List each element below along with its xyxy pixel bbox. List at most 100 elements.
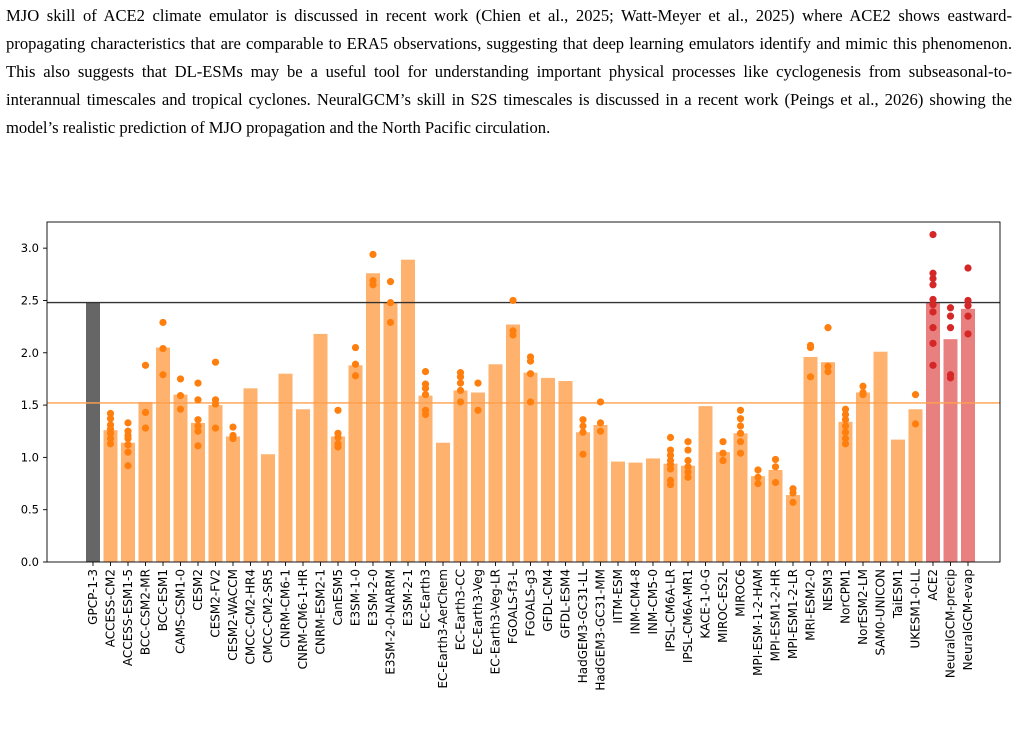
bar: [86, 302, 100, 562]
member-dot: [579, 450, 587, 458]
bar: [226, 436, 240, 562]
member-dot: [736, 415, 745, 423]
member-dot: [806, 343, 815, 352]
member-dot: [159, 318, 167, 327]
member-dot: [929, 295, 937, 304]
member-dot: [736, 429, 745, 437]
x-tick-label: BCC-ESM1: [156, 569, 170, 631]
member-dot: [579, 416, 587, 424]
bar: [698, 406, 713, 562]
member-dot: [159, 371, 167, 379]
member-dot: [824, 362, 832, 370]
bar: [576, 432, 590, 562]
member-dot: [596, 398, 605, 406]
member-dot: [929, 308, 937, 316]
member-dot: [369, 250, 377, 259]
member-dot: [666, 451, 675, 459]
member-dot: [929, 361, 937, 369]
member-dot: [421, 410, 430, 419]
member-dot: [526, 357, 535, 365]
member-dot: [789, 498, 797, 506]
bar: [453, 390, 468, 562]
bar: [751, 476, 765, 562]
y-tick-label: 0.0: [21, 555, 39, 569]
bar: [558, 381, 573, 562]
member-dot: [124, 448, 132, 456]
member-dot: [386, 278, 395, 286]
bar: [121, 442, 135, 562]
x-tick-label: KACE-1-0-G: [699, 569, 713, 639]
x-tick-label: CNRM-ESM2-1: [314, 569, 328, 655]
member-dot: [334, 406, 342, 414]
y-tick-label: 2.5: [21, 293, 39, 307]
x-tick-label: EC-Earth3-CC: [454, 569, 468, 650]
member-dot: [964, 264, 972, 272]
member-dot: [859, 382, 867, 390]
member-dot: [474, 406, 482, 414]
bar: [208, 405, 223, 562]
y-tick-label: 2.0: [21, 346, 39, 360]
member-dot: [754, 466, 762, 474]
member-dot: [176, 405, 185, 413]
member-dot: [841, 410, 850, 419]
member-dot: [351, 360, 360, 368]
x-tick-label: MPI-ESM1-2-LR: [786, 569, 800, 659]
x-tick-label: MRI-ESM2-0: [804, 569, 818, 641]
bar: [943, 339, 958, 562]
member-dot: [964, 312, 972, 320]
x-tick-label: SAM0-UNICON: [874, 569, 888, 655]
member-dot: [194, 416, 202, 424]
bar: [646, 458, 660, 562]
bar: [786, 495, 800, 562]
member-dot: [194, 379, 202, 387]
bar: [138, 401, 153, 562]
member-dot: [579, 422, 587, 430]
x-tick-label: EC-Earth3: [419, 569, 433, 629]
x-tick-label: MPI-ESM-1-2-HAM: [751, 569, 765, 676]
x-tick-label: NESM3: [821, 569, 835, 611]
bar: [383, 302, 398, 562]
bar: [278, 373, 293, 562]
member-dot: [159, 344, 167, 353]
member-dot: [194, 422, 202, 430]
bar: [733, 433, 748, 562]
member-dot: [911, 391, 920, 399]
x-tick-label: IPSL-CM6A-LR: [664, 569, 678, 652]
member-dot: [456, 373, 465, 381]
member-dot: [474, 379, 482, 387]
bar: [803, 356, 818, 562]
x-tick-label: MIROC-ES2L: [716, 569, 730, 643]
mjo-skill-figure: 0.0 0.5 1.0 1.5 2.0 2.5 3.0 GPCP-1-3 ACCESS-CM2 A…: [0, 210, 1016, 732]
bar: [173, 394, 188, 562]
member-dot: [736, 449, 745, 457]
member-dot: [141, 408, 150, 416]
x-tick-label: EC-Earth3-Veg-LR: [489, 569, 503, 674]
member-dot: [719, 438, 727, 446]
member-dot: [736, 438, 745, 446]
x-tick-label: UKESM1-0-LL: [909, 569, 923, 649]
bar: [611, 461, 625, 562]
member-dot: [141, 424, 150, 432]
member-dot: [964, 296, 972, 305]
member-dot: [106, 440, 115, 448]
bar: [926, 302, 940, 562]
bar: [103, 430, 118, 562]
member-dot: [684, 446, 692, 454]
member-dot: [946, 374, 955, 382]
member-dot: [176, 392, 185, 400]
member-dot: [526, 398, 535, 406]
member-dot: [841, 405, 850, 413]
member-dot: [841, 416, 850, 424]
y-tick-label: 1.0: [21, 450, 39, 464]
x-tick-label: HadGEM3-GC31-MM: [594, 569, 608, 691]
member-dot: [789, 489, 797, 497]
member-dot: [684, 463, 692, 471]
member-dot: [421, 368, 430, 376]
bar: [908, 409, 923, 562]
member-dot: [824, 368, 832, 376]
member-dot: [334, 443, 342, 451]
bar: [663, 463, 678, 562]
x-tick-label: HadGEM3-GC31-LL: [576, 569, 590, 684]
bar: [873, 351, 888, 562]
